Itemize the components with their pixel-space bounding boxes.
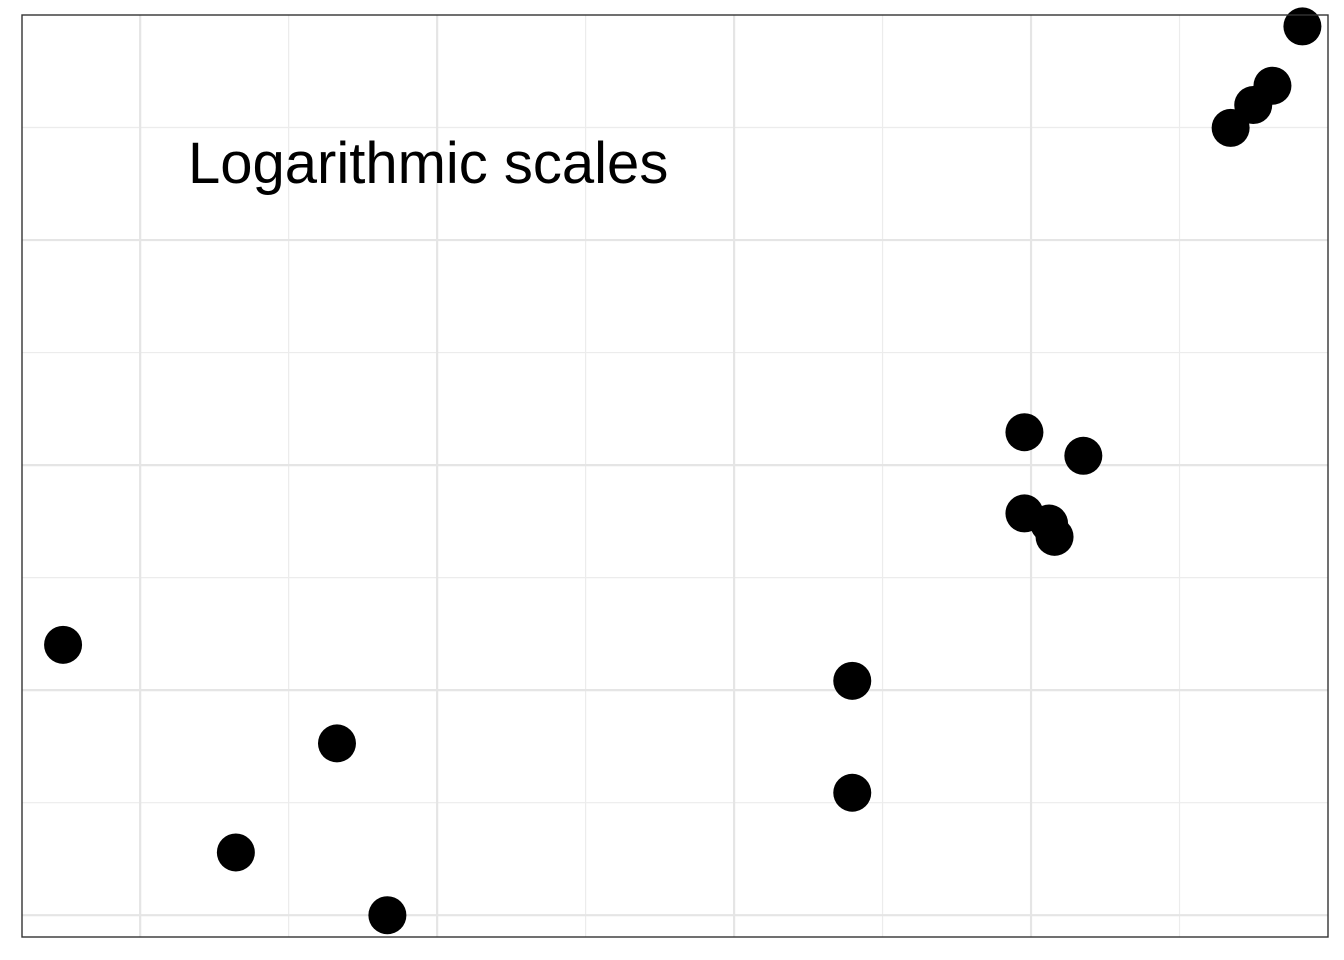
grid-layer xyxy=(22,15,1328,937)
chart-annotation: Logarithmic scales xyxy=(188,131,668,196)
data-point xyxy=(1064,436,1103,475)
data-point xyxy=(44,625,83,664)
data-point xyxy=(1283,7,1322,46)
data-point xyxy=(1030,504,1069,543)
data-point xyxy=(1253,66,1292,105)
plot-panel-background xyxy=(22,15,1328,937)
data-point xyxy=(833,661,872,700)
plot-panel-border xyxy=(21,14,1329,938)
data-point xyxy=(317,724,356,763)
data-point xyxy=(368,896,407,935)
data-point xyxy=(1005,413,1044,452)
data-point xyxy=(833,773,872,812)
data-point xyxy=(216,833,255,872)
data-points xyxy=(44,7,1322,935)
